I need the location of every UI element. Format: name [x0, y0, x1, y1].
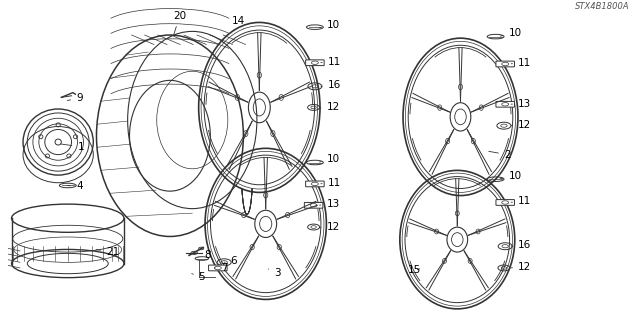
Text: 10: 10 [319, 20, 339, 30]
Text: 11: 11 [511, 196, 531, 206]
Text: 21: 21 [96, 247, 119, 257]
FancyBboxPatch shape [209, 265, 227, 271]
Text: 10: 10 [319, 154, 339, 164]
Text: 1: 1 [61, 142, 84, 152]
Text: 9: 9 [67, 93, 83, 103]
Text: 8: 8 [198, 250, 211, 260]
FancyBboxPatch shape [496, 61, 515, 67]
FancyBboxPatch shape [496, 101, 515, 107]
Text: 13: 13 [511, 99, 531, 109]
Text: 12: 12 [319, 222, 340, 232]
Text: 12: 12 [511, 120, 531, 130]
Text: 13: 13 [319, 199, 340, 209]
Text: 16: 16 [511, 240, 531, 250]
Text: 10: 10 [500, 28, 522, 39]
FancyBboxPatch shape [496, 200, 515, 205]
Text: 4: 4 [67, 181, 83, 191]
Text: 6: 6 [224, 256, 237, 266]
Text: 2: 2 [489, 150, 511, 160]
Text: 3: 3 [268, 268, 281, 278]
Text: 20: 20 [173, 11, 186, 34]
Text: 16: 16 [321, 80, 341, 90]
Text: 12: 12 [511, 262, 531, 272]
Text: 14: 14 [232, 16, 245, 29]
FancyBboxPatch shape [306, 181, 324, 187]
Text: STX4B1800A: STX4B1800A [575, 3, 630, 11]
Text: 15: 15 [408, 265, 421, 276]
Text: 7: 7 [214, 263, 228, 273]
Text: 12: 12 [319, 102, 340, 112]
Text: 11: 11 [321, 57, 341, 67]
FancyBboxPatch shape [305, 203, 323, 208]
Text: 5: 5 [192, 272, 205, 282]
FancyBboxPatch shape [306, 60, 324, 66]
Text: 10: 10 [500, 171, 522, 181]
Text: 11: 11 [321, 178, 341, 188]
Text: 11: 11 [511, 58, 531, 68]
